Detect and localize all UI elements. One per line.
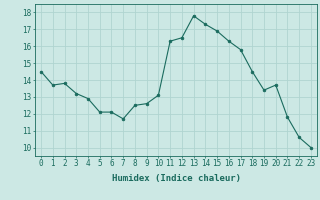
X-axis label: Humidex (Indice chaleur): Humidex (Indice chaleur)	[111, 174, 241, 183]
